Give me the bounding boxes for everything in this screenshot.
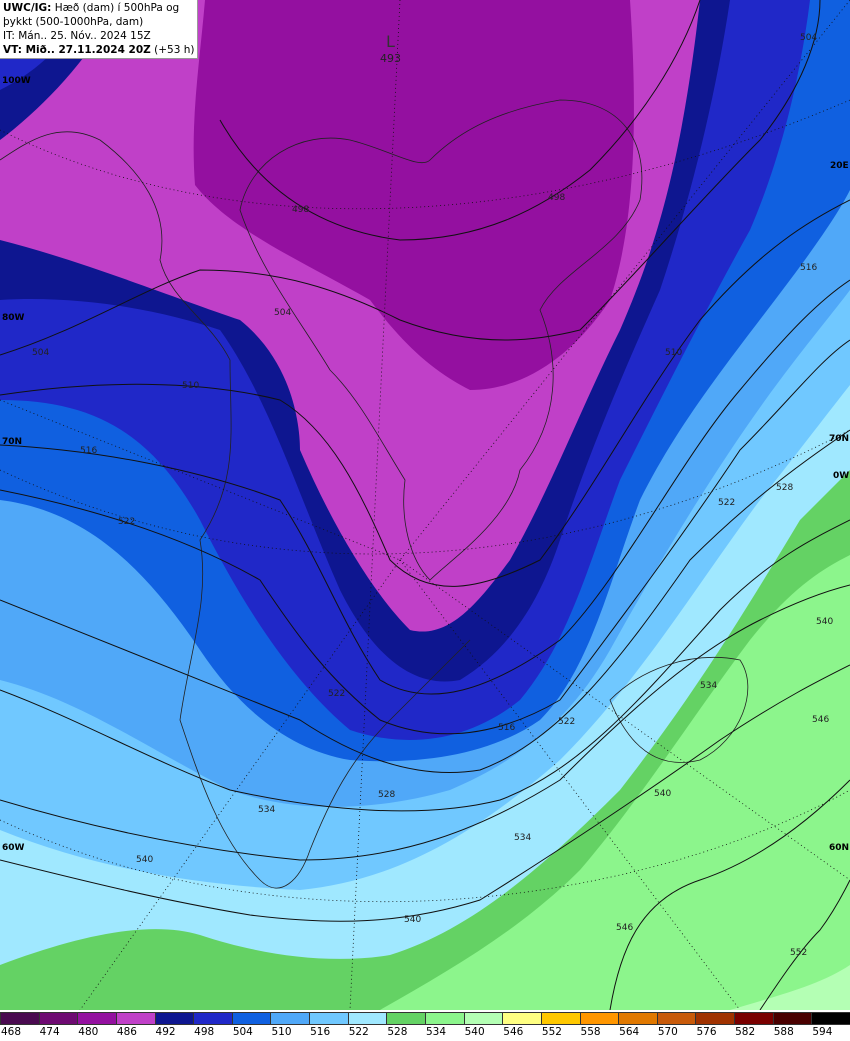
legend-label: 486 (116, 1026, 137, 1038)
contour-label-516: 516 (800, 263, 817, 273)
legend-label: 504 (232, 1026, 253, 1038)
legend-swatch (463, 1012, 504, 1025)
contour-label-504: 504 (800, 33, 817, 43)
contour-label-498: 498 (548, 193, 565, 203)
low-symbol: L (386, 32, 395, 51)
legend-swatch (115, 1012, 156, 1025)
legend-label: 558 (580, 1026, 601, 1038)
contour-label-522: 522 (558, 717, 575, 727)
legend-swatch (618, 1012, 658, 1025)
contour-label-516: 516 (498, 723, 515, 733)
contour-label-522: 522 (718, 498, 735, 508)
contour-label-522: 522 (118, 517, 135, 527)
contour-label-528: 528 (776, 483, 793, 493)
lon-label-0w: 0W (833, 471, 849, 481)
graticule (0, 0, 850, 1010)
legend-label: 594 (812, 1026, 833, 1038)
legend-label: 588 (773, 1026, 794, 1038)
band-534 (380, 555, 850, 1010)
map-info-header: UWC/IG: Hæð (dam) í 500hPa og þykkt (500… (0, 0, 199, 59)
lat-label-70n-left: 70N (2, 437, 22, 447)
legend-label: 480 (78, 1026, 99, 1038)
contour-label-498: 498 (292, 205, 309, 215)
legend-swatch (734, 1012, 774, 1025)
legend-label: 468 (1, 1026, 22, 1038)
contour-label-534: 534 (700, 681, 717, 691)
legend-swatch (502, 1012, 542, 1025)
color-legend: 468 474 480 486 492 498 504 510 516 522 528 534 540 5… (0, 1010, 850, 1041)
contour-label-534: 534 (514, 833, 531, 843)
height-contours (0, 0, 850, 1010)
low-value: 493 (380, 52, 401, 65)
product-subtitle: þykkt (500-1000hPa, dam) (3, 16, 144, 28)
legend-swatch (695, 1012, 736, 1025)
model-label: UWC/IG: (3, 2, 52, 14)
contour-label-528: 528 (378, 790, 395, 800)
legend-label: 570 (657, 1026, 678, 1038)
contour-label-516: 516 (80, 446, 97, 456)
contour-label-504: 504 (32, 348, 49, 358)
legend-swatch (811, 1012, 850, 1025)
lon-label-20e: 20E (830, 161, 849, 171)
contour-label-510: 510 (665, 348, 682, 358)
legend-label: 498 (194, 1026, 215, 1038)
contour-label-552: 552 (790, 948, 807, 958)
initial-time: IT: Mán.. 25. Nóv.. 2024 15Z (3, 30, 151, 42)
product-title: Hæð (dam) í 500hPa og (51, 2, 180, 14)
legend-label: 546 (503, 1026, 524, 1038)
contour-label-540: 540 (654, 789, 671, 799)
lon-label-60w: 60W (2, 843, 25, 853)
coastline-canada (0, 131, 471, 889)
legend-swatch (270, 1012, 311, 1025)
legend-swatch (309, 1012, 349, 1025)
legend-swatch (154, 1012, 195, 1025)
legend-label: 516 (310, 1026, 331, 1038)
legend-swatch (347, 1012, 388, 1025)
legend-swatch (231, 1012, 272, 1025)
legend-label: 576 (696, 1026, 717, 1038)
coastline-iceland (609, 657, 749, 763)
contour-label-534: 534 (258, 805, 275, 815)
contour-label-546: 546 (616, 923, 633, 933)
contour-label-546: 546 (812, 715, 829, 725)
legend-swatch (656, 1012, 697, 1025)
contour-label-522: 522 (328, 689, 345, 699)
band-540 (730, 965, 850, 1010)
legend-label: 474 (39, 1026, 60, 1038)
band-480 (193, 0, 634, 390)
legend-label: 582 (735, 1026, 756, 1038)
legend-label: 522 (348, 1026, 369, 1038)
weather-map: L 493 498 498 504 504 504 510 510 516 51… (0, 0, 850, 1010)
legend-swatch (0, 1012, 40, 1025)
legend-swatch (772, 1012, 813, 1025)
legend-swatch (77, 1012, 117, 1025)
legend-swatch (579, 1012, 620, 1025)
contour-label-540: 540 (136, 855, 153, 865)
forecast-offset: (+53 h) (150, 44, 195, 56)
contour-label-504: 504 (274, 308, 291, 318)
contour-label-540: 540 (404, 915, 421, 925)
legend-label: 540 (464, 1026, 485, 1038)
legend-label: 492 (155, 1026, 176, 1038)
legend-label: 510 (271, 1026, 292, 1038)
lat-label-60n: 60N (829, 843, 849, 853)
legend-label: 534 (426, 1026, 447, 1038)
lat-label-80w: 80W (2, 313, 25, 323)
legend-swatch (425, 1012, 465, 1025)
legend-label: 552 (541, 1026, 562, 1038)
contour-label-510: 510 (182, 381, 199, 391)
legend-swatch (38, 1012, 79, 1025)
lon-label-100w: 100W (2, 76, 31, 86)
legend-swatch (193, 1012, 233, 1025)
valid-time: VT: Mið.. 27.11.2024 20Z (3, 44, 151, 56)
lat-label-70n-right: 70N (829, 434, 849, 444)
contour-label-540: 540 (816, 617, 833, 627)
legend-swatch (386, 1012, 426, 1025)
legend-swatch (540, 1012, 581, 1025)
legend-label: 564 (619, 1026, 640, 1038)
coastline-greenland (239, 99, 643, 581)
legend-label: 528 (387, 1026, 408, 1038)
